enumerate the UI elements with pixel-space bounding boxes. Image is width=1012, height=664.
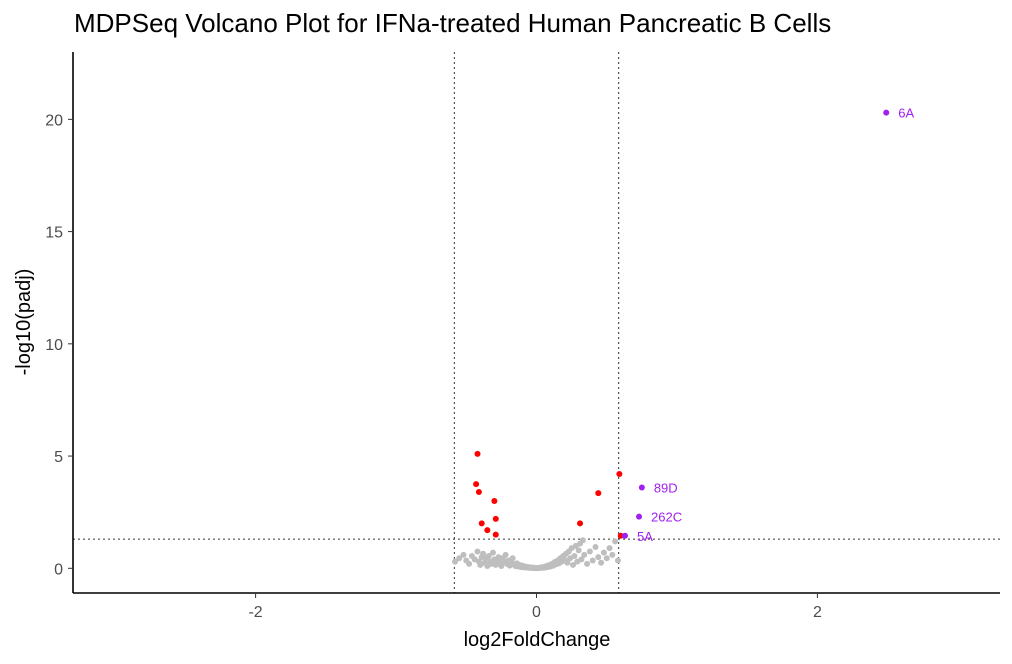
data-point (577, 520, 584, 527)
data-point (492, 515, 499, 522)
data-point (609, 551, 616, 558)
data-point (460, 551, 467, 558)
x-tick-label: 0 (532, 604, 541, 621)
data-point (578, 556, 585, 563)
data-point (612, 538, 619, 545)
data-point (616, 471, 623, 478)
data-point (473, 481, 480, 488)
data-point (584, 560, 591, 567)
data-point (595, 554, 602, 561)
data-point (636, 513, 643, 520)
point-label: 262C (651, 510, 682, 525)
data-point (883, 109, 890, 116)
point-labels: 6A 89D 262C 5A (637, 106, 914, 544)
data-point (484, 527, 491, 534)
data-point (600, 549, 607, 556)
data-point (509, 555, 516, 562)
y-axis-ticks: 0 5 10 15 20 (45, 112, 73, 578)
point-label: 89D (654, 480, 678, 495)
data-point (489, 549, 496, 556)
y-tick-label: 0 (54, 561, 63, 578)
data-point (498, 563, 505, 570)
x-axis-ticks: -2 0 2 (248, 593, 822, 621)
x-tick-label: 2 (813, 604, 822, 621)
data-point (491, 497, 498, 504)
data-point (480, 550, 487, 557)
data-point (586, 548, 593, 555)
data-point (638, 484, 645, 491)
data-point (579, 537, 586, 544)
threshold-lines (73, 52, 1000, 593)
data-point (595, 490, 602, 497)
data-point (570, 561, 577, 568)
y-tick-label: 15 (45, 225, 63, 242)
chart-title: MDPSeq Volcano Plot for IFNa-treated Hum… (74, 8, 831, 38)
y-tick-label: 10 (45, 337, 63, 354)
x-tick-label: -2 (248, 604, 262, 621)
data-point (592, 543, 599, 550)
data-point (571, 552, 578, 559)
point-label: 6A (898, 106, 914, 121)
point-label: 5A (637, 529, 653, 544)
data-point (581, 551, 588, 558)
data-point (478, 520, 485, 527)
y-tick-label: 20 (45, 112, 63, 129)
data-point (474, 548, 481, 555)
data-point (485, 552, 492, 559)
y-tick-label: 5 (54, 449, 63, 466)
x-axis-title: log2FoldChange (464, 629, 611, 651)
data-point (603, 555, 610, 562)
data-point (502, 551, 509, 558)
data-point (466, 560, 473, 567)
data-point (456, 555, 463, 562)
data-points (452, 109, 890, 572)
data-point (564, 559, 571, 566)
data-point (575, 547, 582, 554)
data-point (474, 450, 481, 457)
data-point (475, 488, 482, 495)
data-point (598, 559, 605, 566)
data-point (617, 532, 624, 539)
data-point (621, 532, 628, 539)
data-point (492, 531, 499, 538)
data-point (452, 558, 459, 565)
data-point (614, 557, 621, 564)
data-point (589, 557, 596, 564)
y-axis-title: -log10(padj) (13, 269, 35, 376)
data-point (606, 545, 613, 552)
